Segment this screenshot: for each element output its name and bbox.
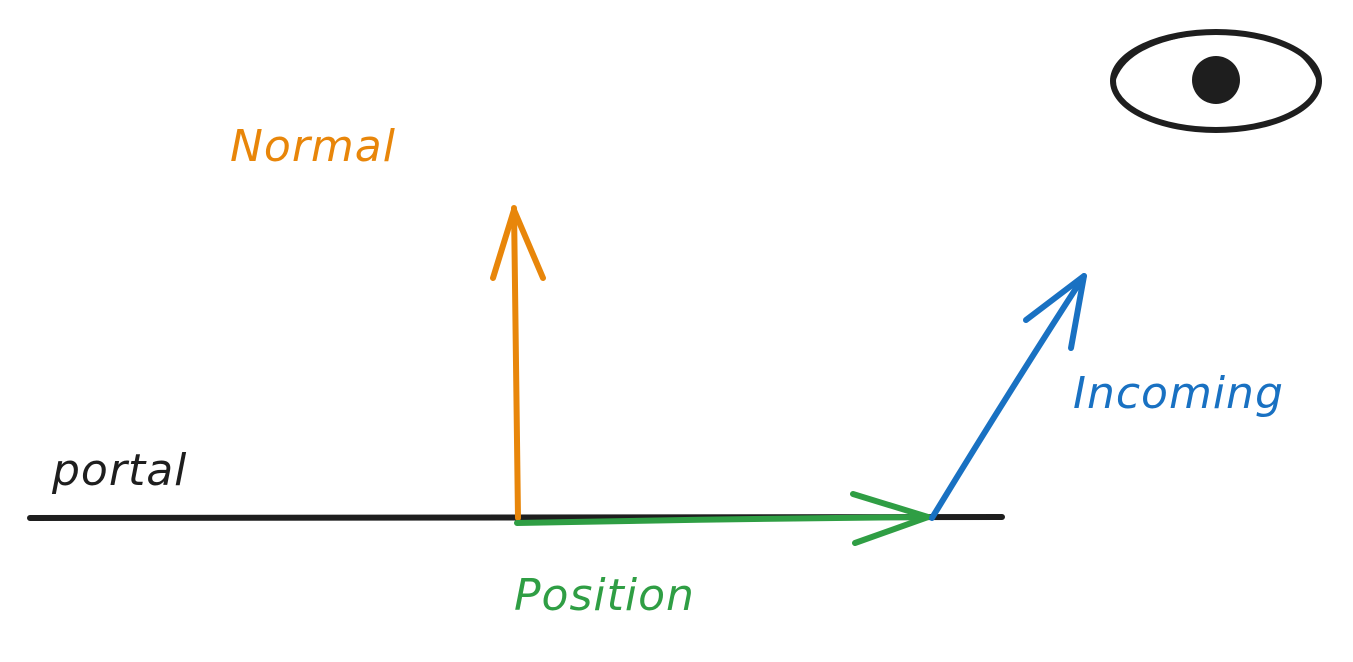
portal-label: portal: [51, 445, 187, 496]
incoming-label: Incoming: [1073, 368, 1284, 419]
eye-icon: [1110, 29, 1322, 133]
position-arrow: [514, 491, 931, 546]
normal-arrow: [490, 205, 546, 521]
position-label: Position: [514, 570, 695, 621]
incoming-arrow: [929, 273, 1087, 521]
normal-label: Normal: [230, 121, 396, 172]
